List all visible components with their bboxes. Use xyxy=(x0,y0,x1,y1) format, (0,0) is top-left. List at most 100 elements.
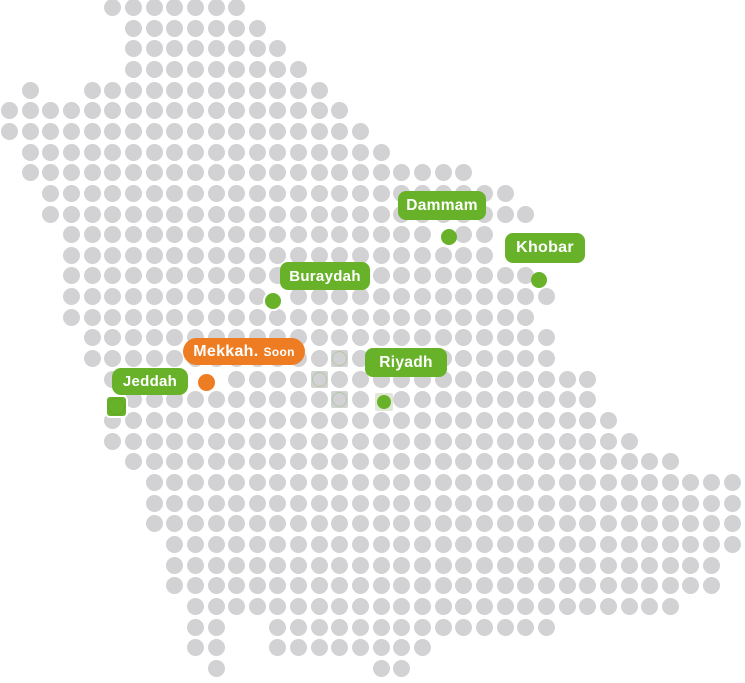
map-dot xyxy=(207,597,225,615)
map-dot xyxy=(517,494,535,512)
map-dot xyxy=(207,659,225,677)
city-label-dammam[interactable]: Dammam xyxy=(398,191,486,220)
city-label-riyadh[interactable]: Riyadh xyxy=(365,348,447,377)
map-dot xyxy=(352,432,369,450)
map-dot xyxy=(166,350,184,367)
map-dot xyxy=(228,556,246,574)
city-label-khobar[interactable]: Khobar xyxy=(505,233,585,263)
map-dot xyxy=(599,473,617,491)
map-dot xyxy=(1,122,18,140)
map-dot xyxy=(228,102,246,120)
map-dot xyxy=(331,308,349,326)
map-dot xyxy=(414,556,431,574)
map-dot xyxy=(331,226,349,244)
map-dot xyxy=(269,40,287,58)
city-name: Dammam xyxy=(406,196,478,214)
map-dot xyxy=(434,577,452,595)
map-dot xyxy=(207,308,225,326)
map-dot xyxy=(372,246,390,264)
map-dot xyxy=(393,164,411,182)
map-dot xyxy=(579,391,597,409)
map-dot xyxy=(579,597,597,615)
map-dot xyxy=(310,308,328,326)
map-dot xyxy=(455,370,473,388)
map-dot xyxy=(558,597,576,615)
map-dot xyxy=(104,246,122,264)
map-dot xyxy=(248,164,266,182)
map-dot xyxy=(83,246,101,264)
map-dot xyxy=(393,556,411,574)
map-dot xyxy=(83,102,101,120)
map-dot xyxy=(310,535,328,553)
map-dot xyxy=(414,164,431,182)
map-dot xyxy=(310,329,328,347)
map-dot xyxy=(331,246,349,264)
map-dot xyxy=(145,288,163,306)
map-dot xyxy=(682,577,700,595)
map-dot xyxy=(599,412,617,429)
map-dot xyxy=(496,391,514,409)
city-marker-dammam xyxy=(441,229,457,245)
map-dot xyxy=(83,205,101,223)
map-dot xyxy=(661,597,679,615)
map-dot xyxy=(207,184,225,202)
map-dot xyxy=(496,618,514,636)
map-dot xyxy=(186,164,204,182)
map-dot xyxy=(372,226,390,244)
city-label-mekkah[interactable]: Mekkah. Soon xyxy=(183,338,305,365)
map-dot xyxy=(641,453,659,471)
map-dot xyxy=(269,535,287,553)
map-dot xyxy=(310,102,328,120)
map-dot xyxy=(145,308,163,326)
map-dot xyxy=(145,143,163,161)
map-dot xyxy=(186,205,204,223)
map-dot xyxy=(558,515,576,533)
map-dot xyxy=(496,370,514,388)
map-dot xyxy=(248,453,266,471)
map-dot xyxy=(475,515,493,533)
map-dot xyxy=(372,164,390,182)
map-dot xyxy=(228,19,246,37)
map-dot xyxy=(104,432,122,450)
map-dot xyxy=(207,494,225,512)
map-dot xyxy=(455,308,473,326)
map-dot xyxy=(104,329,122,347)
map-dot xyxy=(641,515,659,533)
map-dot xyxy=(269,81,287,99)
map-dot xyxy=(352,246,369,264)
map-dot xyxy=(269,226,287,244)
map-dot xyxy=(434,308,452,326)
map-dot xyxy=(393,597,411,615)
map-dot xyxy=(682,494,700,512)
map-dot xyxy=(579,494,597,512)
map-dot xyxy=(124,288,142,306)
map-dot xyxy=(248,577,266,595)
map-dot xyxy=(372,412,390,429)
map-dot xyxy=(228,184,246,202)
city-label-jeddah[interactable]: Jeddah xyxy=(112,368,188,395)
city-label-buraydah[interactable]: Buraydah xyxy=(280,262,370,290)
map-dot xyxy=(434,597,452,615)
map-dot xyxy=(145,40,163,58)
map-dot xyxy=(290,639,308,657)
map-dot xyxy=(269,122,287,140)
map-dot xyxy=(269,143,287,161)
map-dot xyxy=(104,184,122,202)
map-dot xyxy=(579,535,597,553)
map-dot xyxy=(537,597,555,615)
map-dot xyxy=(83,81,101,99)
map-dot xyxy=(352,184,369,202)
square-dot-ring xyxy=(332,392,348,408)
map-dot xyxy=(42,164,60,182)
map-dot xyxy=(104,226,122,244)
city-name: Buraydah xyxy=(289,267,361,285)
map-dot xyxy=(207,205,225,223)
map-dot xyxy=(207,391,225,409)
map-dot xyxy=(207,19,225,37)
map-dot xyxy=(269,639,287,657)
map-dot xyxy=(475,618,493,636)
map-dot xyxy=(166,535,184,553)
map-dot xyxy=(331,412,349,429)
map-dot xyxy=(331,453,349,471)
map-dot xyxy=(475,535,493,553)
